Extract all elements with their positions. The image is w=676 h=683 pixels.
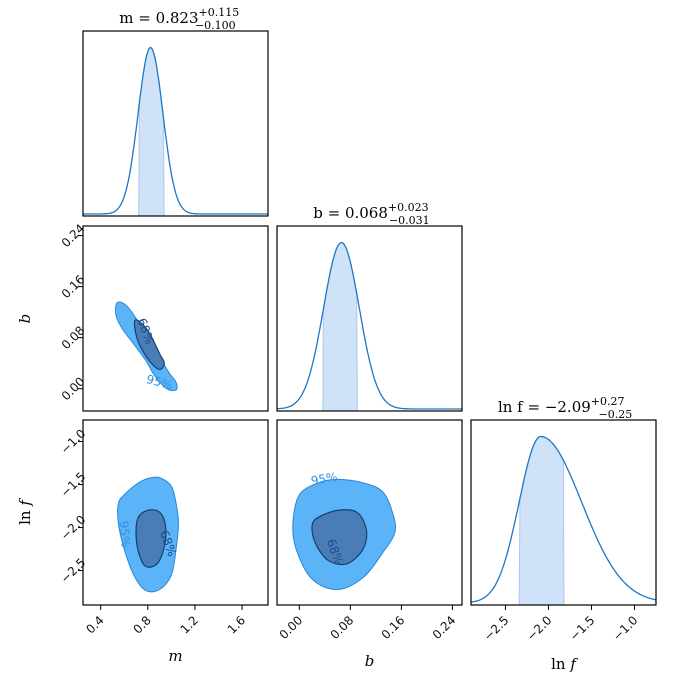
x-tick-label-m: 1.6	[225, 613, 248, 636]
marginal-density-curve-m	[83, 46, 268, 215]
x-axis-label-lnf-var: f	[569, 655, 578, 673]
title-value: ln f = −2.09	[498, 398, 591, 416]
x-axis-label-lnf-ln: ln	[551, 655, 570, 673]
contour-label-95: 95%	[145, 372, 174, 392]
credible-interval-band-m	[138, 46, 165, 217]
title-value: b = 0.068	[313, 204, 388, 222]
x-axis-label-lnf: ln f	[551, 655, 578, 673]
title-lower-error-b: −0.031	[389, 214, 430, 227]
title-value: m = 0.823	[119, 9, 198, 27]
x-tick-label-b: 0.08	[328, 613, 357, 642]
marginal-density-curve-b	[276, 241, 462, 410]
y-tick-label-lnf: −1.0	[58, 426, 89, 457]
y-axis-label-lnf: ln f	[16, 498, 34, 525]
contour-68-m-b	[133, 319, 165, 371]
x-tick-label-b: 0.24	[430, 613, 459, 642]
x-axis-label-m: m	[168, 647, 182, 665]
x-tick-label-lnf: −2.0	[524, 613, 555, 644]
credible-interval-band-lnf	[518, 436, 565, 606]
x-tick-label-lnf: −2.5	[481, 613, 512, 644]
contour-label-95: 95%	[117, 520, 133, 548]
y-axis-label-b: b	[16, 314, 34, 324]
x-tick-label-lnf: −1.5	[567, 613, 598, 644]
x-tick-label-b: 0.16	[379, 613, 408, 642]
contour-label-95: 95%	[310, 470, 339, 488]
title-lower-error-lnf: −0.25	[599, 408, 633, 421]
y-axis-label-lnf-ln: ln	[16, 506, 34, 525]
panel-frame-m-b	[82, 225, 269, 412]
contour-68-m-lnf	[135, 509, 167, 568]
marginal-density-curve-lnf	[470, 435, 657, 603]
contour-68-b-lnf	[311, 509, 368, 566]
title-lnf: ln f = −2.09+0.27	[498, 395, 625, 416]
x-axis-label-b: b	[365, 652, 375, 670]
x-tick-label-m: 0.4	[83, 613, 106, 636]
title-m: m = 0.823+0.115	[119, 6, 239, 27]
x-tick-label-m: 0.8	[130, 613, 153, 636]
title-upper-error: +0.27	[591, 395, 625, 408]
y-tick-label-lnf: −1.5	[58, 469, 89, 500]
title-upper-error: +0.115	[199, 6, 240, 19]
panel-frame-b-b	[276, 225, 463, 412]
y-axis-label-lnf-var: f	[16, 498, 34, 507]
title-lower-error-m: −0.100	[195, 19, 236, 32]
title-b: b = 0.068+0.023	[313, 201, 428, 222]
panel-frame-m-lnf	[82, 419, 269, 606]
y-tick-label-lnf: −2.5	[58, 555, 89, 586]
panel-frame-m-m	[82, 30, 269, 217]
x-tick-label-lnf: −1.0	[610, 613, 641, 644]
title-upper-error: +0.023	[388, 201, 429, 214]
x-tick-label-b: 0.00	[277, 613, 306, 642]
panel-frame-b-lnf	[276, 419, 463, 606]
x-tick-label-m: 1.2	[178, 613, 201, 636]
y-tick-label-lnf: −2.0	[58, 512, 89, 543]
panel-frame-lnf-lnf	[470, 419, 657, 606]
